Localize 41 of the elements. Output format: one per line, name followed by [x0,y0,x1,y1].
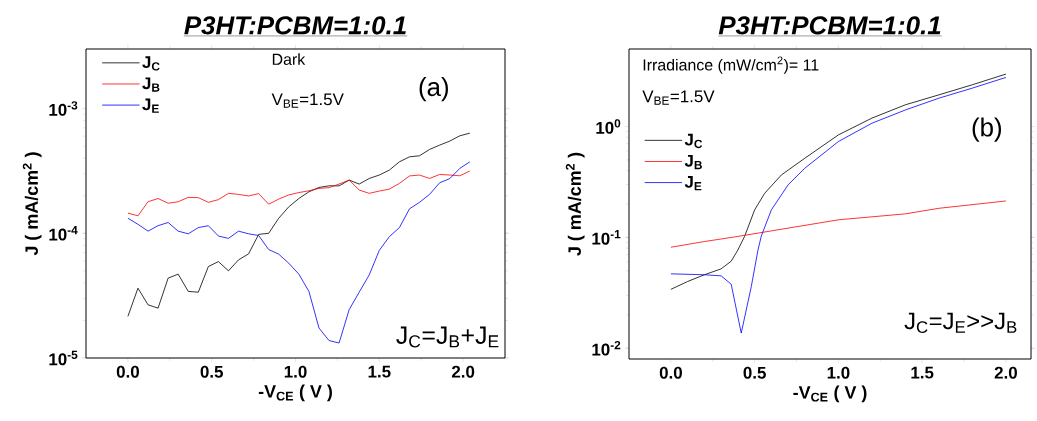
y-tick-label: 10$^{-4}$ [49,225,78,241]
x-tick-label: 0.0 [116,365,139,378]
x-tick-label: 1.5 [911,366,934,379]
legend-label: J$_{B}$ [684,154,702,170]
annotation: V$_{BE}$=1.5V [271,93,344,108]
legend-label: J$_{C}$ [684,133,703,149]
x-tick-label: 1.0 [284,365,307,378]
legend-label: J$_{E}$ [142,98,159,113]
x-tick-label: 2.0 [451,365,475,378]
chart-title: P3HT:PCBM=1:0.1 [184,16,406,35]
y-axis-title: J ( mA/cm$^{2}$ ) [22,152,42,256]
x-tick-label: 1.0 [827,366,850,379]
x-tick-label: 0.0 [659,366,682,379]
annotation: (a) [419,77,448,102]
annotation: (b) [972,117,1002,142]
x-tick-label: 0.5 [743,366,766,379]
y-tick-label: 10$^{-5}$ [49,350,78,366]
x-tick-label: 2.0 [994,366,1017,379]
x-tick-label: 0.5 [200,365,224,378]
legend-label: J$_{C}$ [142,56,160,71]
y-tick-label: 10$^{0}$ [596,119,621,134]
legend-label: J$_{E}$ [684,176,702,191]
annotation: J$_{C}$=J$_{E}$>>J$_{B}$ [904,312,1017,333]
y-tick-label: 10$^{-2}$ [592,340,621,356]
chart-title: P3HT:PCBM=1:0.1 [718,16,941,35]
line-series [670,73,1007,290]
x-tick-label: 1.5 [368,365,391,378]
line-series [127,132,471,317]
annotation: Irradiance (mW/cm$^{2}$)= 11 [643,56,819,74]
annotation: J$_{C}$=J$_{B}$+J$_{E}$ [396,326,499,348]
y-tick-label: 10$^{-3}$ [49,101,78,116]
annotation: Dark [272,53,306,65]
line-series [670,200,1007,248]
line-series [127,170,471,217]
x-axis-title: -V$_{CE}$ ( V ) [258,384,332,402]
y-tick-label: 10$^{-1}$ [592,230,621,245]
legend-label: J$_{B}$ [142,77,160,92]
x-axis-title: -V$_{CE}$ ( V ) [793,385,867,403]
y-axis-title: J ( mA/cm$^{2}$ ) [565,152,585,256]
annotation: V$_{BE}$=1.5V [642,90,715,105]
line-series [670,77,1007,334]
